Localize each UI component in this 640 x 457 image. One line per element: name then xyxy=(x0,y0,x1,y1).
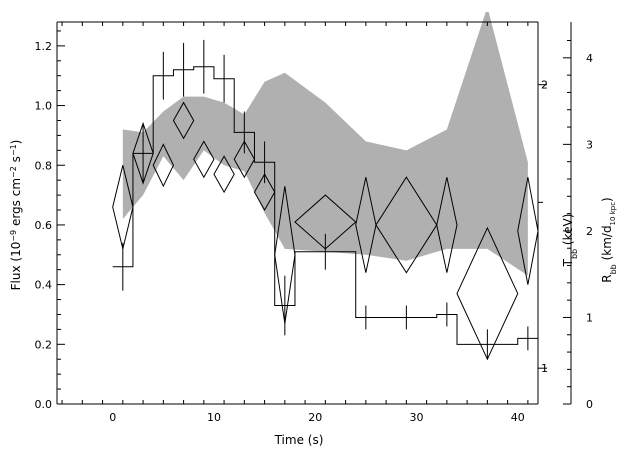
y-left-tick-label: 0.2 xyxy=(35,338,53,351)
y-left-tick-label: 0.4 xyxy=(35,279,53,292)
temperature-diamond xyxy=(253,173,276,212)
y-left-tick-label: 1.0 xyxy=(35,100,53,113)
x-tick-label: 40 xyxy=(511,411,525,424)
y-temperature-tick-label: 1 xyxy=(541,362,548,375)
y-left-label-post: ) xyxy=(9,140,23,145)
temperature-diamond xyxy=(436,177,458,273)
y-left-label-mid2: s xyxy=(9,156,23,166)
r-label-unit-a: (km/d xyxy=(600,225,614,264)
temperature-diamond xyxy=(274,186,296,324)
y-left-label-mid: ergs cm xyxy=(9,178,23,230)
temperature-diamond xyxy=(517,177,538,285)
y-left-label-exp2: −2 xyxy=(9,166,18,178)
temperature-diamond xyxy=(294,194,357,250)
r-label-text: R xyxy=(600,274,614,282)
y-radius-tick-label: 4 xyxy=(586,52,593,65)
y-left-tick-label: 0.0 xyxy=(35,398,53,411)
x-tick-label: 10 xyxy=(207,411,221,424)
y-radius-tick-label: 0 xyxy=(586,398,593,411)
r-label-sub: bb xyxy=(609,264,618,274)
y-left-label-pre: Flux (10 xyxy=(9,242,23,291)
flux-step-line xyxy=(112,66,538,345)
y-temperature-tick-label: 2 xyxy=(541,79,548,92)
temperature-diamond xyxy=(213,155,235,194)
y-radius-tick-label: 1 xyxy=(586,311,593,324)
t-label-unit: (keV) xyxy=(561,214,575,249)
x-tick-label: 30 xyxy=(409,411,423,424)
y-left-tick-label: 0.8 xyxy=(35,159,53,172)
x-tick-label: 20 xyxy=(308,411,322,424)
y-left-label-exp3: −1 xyxy=(9,144,18,156)
temperature-diamonds-layer xyxy=(112,101,538,361)
temperature-diamond xyxy=(193,140,215,179)
flux-series-layer xyxy=(112,39,538,360)
y-axis-temperature-label: Tbb (keV) xyxy=(561,214,579,268)
temperature-diamond xyxy=(172,101,195,140)
temperature-diamond xyxy=(456,226,519,361)
temperature-diamond xyxy=(233,140,256,179)
temperature-diamond xyxy=(132,121,154,185)
temperature-diamond xyxy=(152,143,175,188)
x-axis-label: Time (s) xyxy=(274,433,324,447)
r-label-unit-b: ) xyxy=(600,197,614,202)
y-radius-tick-label: 3 xyxy=(586,138,593,151)
y-left-tick-label: 0.6 xyxy=(35,219,53,232)
x-tick-label: 0 xyxy=(109,411,116,424)
y-left-label-exp1: −9 xyxy=(9,230,18,242)
y-radius-tick-label: 2 xyxy=(586,225,593,238)
t-label-text: T xyxy=(561,258,575,267)
y-left-tick-label: 1.2 xyxy=(35,40,53,53)
temperature-diamond xyxy=(112,165,134,249)
y-axis-left-label: Flux (10−9 ergs cm−2 s−1) xyxy=(9,140,24,291)
y-axis-radius-label: Rbb (km/d10 kpc) xyxy=(600,197,618,282)
r-label-unit-sub: 10 kpc xyxy=(609,202,617,226)
t-label-sub: bb xyxy=(570,249,579,259)
